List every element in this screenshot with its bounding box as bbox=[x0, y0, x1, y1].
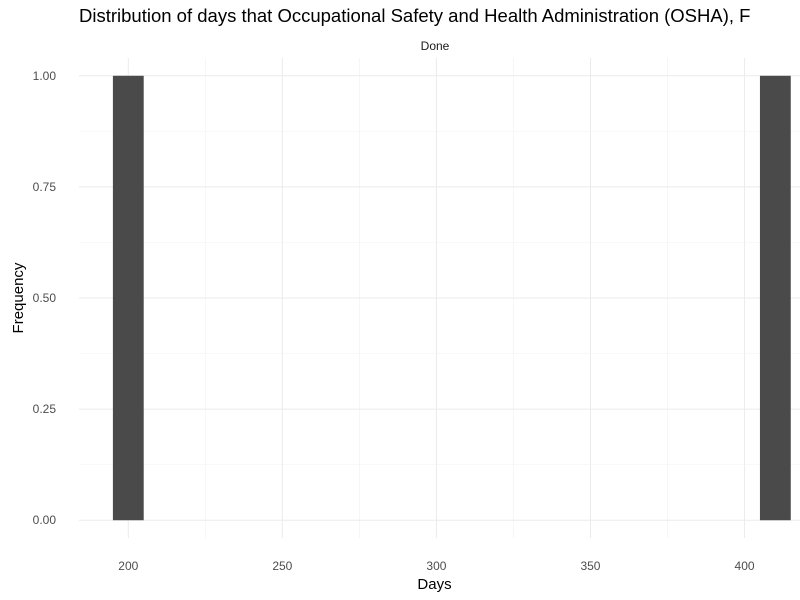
x-axis-title: Days bbox=[417, 576, 451, 593]
chart-title: Distribution of days that Occupational S… bbox=[79, 5, 751, 26]
x-tick-label: 400 bbox=[735, 559, 755, 573]
y-tick-label: 1.00 bbox=[33, 69, 57, 83]
y-tick-label: 0.25 bbox=[33, 402, 57, 416]
x-tick-label: 200 bbox=[118, 559, 138, 573]
bars bbox=[112, 75, 791, 521]
tick-labels: 200 250 300 350 400 0.00 0.25 0.50 0.75 1.00 bbox=[33, 69, 755, 573]
x-tick-label: 300 bbox=[426, 559, 446, 573]
histogram-bar bbox=[759, 75, 791, 521]
x-tick-label: 350 bbox=[580, 559, 600, 573]
grid-lines bbox=[79, 58, 800, 538]
y-axis-title: Frequency bbox=[10, 262, 27, 333]
facet-strip-label: Done bbox=[420, 39, 450, 53]
x-tick-label: 250 bbox=[272, 559, 292, 573]
y-tick-label: 0.50 bbox=[33, 291, 57, 305]
y-tick-label: 0.00 bbox=[33, 513, 57, 527]
histogram-bar bbox=[112, 75, 144, 521]
y-tick-label: 0.75 bbox=[33, 180, 57, 194]
